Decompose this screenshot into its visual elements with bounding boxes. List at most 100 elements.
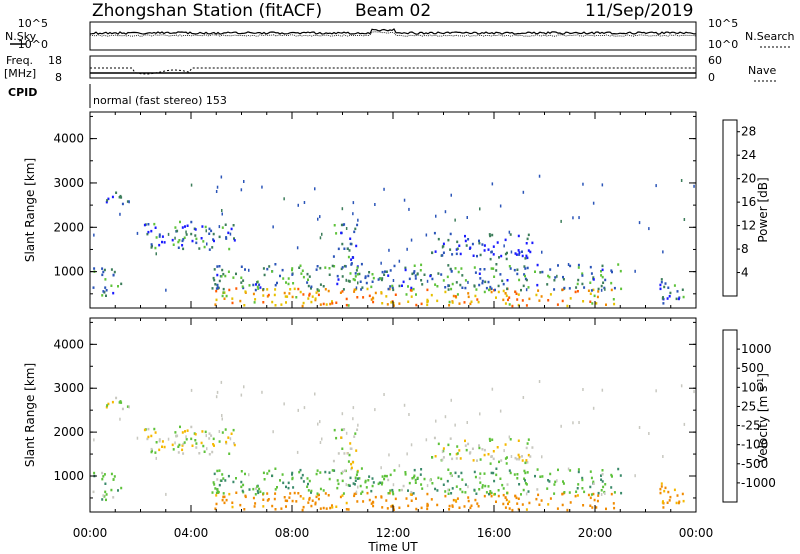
echo-cell bbox=[150, 246, 153, 249]
colorbar-tick-label: -25 bbox=[741, 419, 761, 433]
echo-cell bbox=[355, 449, 358, 452]
echo-cell bbox=[525, 254, 528, 258]
echo-cell bbox=[436, 503, 439, 507]
echo-cell bbox=[333, 224, 336, 227]
echo-cell bbox=[600, 288, 603, 292]
echo-cell bbox=[456, 247, 459, 250]
echo-cell bbox=[604, 278, 607, 282]
echo-cell bbox=[474, 498, 477, 502]
echo-cell bbox=[592, 492, 595, 496]
echo-cell bbox=[531, 446, 534, 449]
echo-cell bbox=[526, 266, 529, 270]
echo-cell bbox=[451, 301, 454, 304]
echo-cell bbox=[483, 472, 486, 475]
echo-cell bbox=[442, 242, 445, 246]
echo-cell bbox=[332, 255, 335, 258]
echo-cell bbox=[454, 499, 457, 502]
echo-cell bbox=[212, 232, 215, 236]
echo-cell bbox=[213, 444, 215, 447]
echo-cell bbox=[181, 448, 184, 452]
echo-cell bbox=[379, 481, 382, 484]
echo-cell bbox=[447, 284, 449, 288]
xtick-label: 00:00 bbox=[73, 526, 108, 540]
echo-cell bbox=[392, 508, 395, 511]
echo-cell bbox=[507, 298, 509, 302]
echo-cell bbox=[455, 281, 458, 284]
echo-cell bbox=[222, 291, 225, 294]
colorbar-frame bbox=[722, 119, 738, 297]
echo-cell bbox=[464, 286, 467, 290]
echo-cell bbox=[310, 489, 313, 493]
echo-cell bbox=[464, 439, 466, 443]
echo-cell bbox=[119, 417, 121, 421]
echo-cell bbox=[517, 439, 520, 442]
echo-cell bbox=[590, 272, 593, 275]
echo-cell bbox=[484, 280, 487, 284]
echo-cell bbox=[303, 201, 306, 204]
echo-cell bbox=[458, 302, 461, 305]
echo-cell bbox=[511, 508, 514, 512]
echo-cell bbox=[410, 443, 413, 447]
echo-cell bbox=[576, 494, 579, 497]
echo-cell bbox=[341, 207, 344, 211]
echo-cell bbox=[364, 276, 367, 280]
echo-cell bbox=[281, 268, 284, 272]
echo-cell bbox=[421, 487, 424, 490]
echo-cell bbox=[457, 475, 460, 478]
echo-cell bbox=[420, 468, 423, 471]
echo-cell bbox=[592, 406, 595, 410]
echo-cell bbox=[392, 492, 395, 496]
echo-cell bbox=[339, 291, 342, 294]
echo-cell bbox=[638, 221, 641, 225]
echo-cell bbox=[508, 469, 511, 472]
echo-cell bbox=[102, 494, 105, 497]
echo-cell bbox=[380, 495, 383, 498]
echo-cell bbox=[383, 187, 385, 191]
echo-cell bbox=[581, 487, 584, 490]
echo-cell bbox=[167, 232, 170, 236]
echo-cell bbox=[410, 238, 413, 242]
echo-cell bbox=[404, 471, 407, 474]
echo-cell bbox=[143, 223, 146, 227]
echo-cell bbox=[385, 270, 388, 273]
echo-cell bbox=[285, 485, 287, 489]
echo-cell bbox=[172, 243, 175, 246]
echo-cell bbox=[107, 197, 110, 201]
echo-cell bbox=[554, 480, 557, 484]
echo-cell bbox=[426, 502, 429, 506]
echo-cell bbox=[536, 468, 539, 471]
echo-cell bbox=[391, 488, 394, 492]
echo-cell bbox=[291, 471, 294, 475]
echo-cell bbox=[339, 495, 342, 499]
echo-cell bbox=[483, 448, 486, 452]
echo-cell bbox=[504, 457, 507, 460]
echo-cell bbox=[449, 232, 452, 236]
echo-cell bbox=[213, 239, 215, 243]
echo-cell bbox=[383, 273, 386, 276]
echo-cell bbox=[291, 473, 293, 476]
echo-cell bbox=[372, 504, 375, 508]
echo-cell bbox=[348, 249, 351, 252]
echo-cell bbox=[257, 491, 260, 495]
echo-cell bbox=[405, 497, 408, 500]
echo-cell bbox=[258, 487, 261, 491]
echo-cell bbox=[522, 284, 525, 288]
echo-cell bbox=[221, 473, 224, 476]
echo-cell bbox=[446, 479, 449, 483]
echo-cell bbox=[271, 300, 274, 304]
echo-cell bbox=[105, 493, 108, 496]
echo-cell bbox=[342, 492, 345, 495]
echo-cell bbox=[302, 301, 305, 305]
echo-cell bbox=[490, 491, 493, 495]
echo-cell bbox=[356, 223, 359, 227]
echo-cell bbox=[299, 468, 302, 472]
echo-cell bbox=[307, 489, 310, 492]
echo-cell bbox=[271, 474, 273, 478]
echo-cell bbox=[240, 188, 243, 192]
echo-cell bbox=[498, 460, 500, 464]
echo-cell bbox=[343, 247, 346, 250]
echo-cell bbox=[179, 425, 181, 429]
echo-cell bbox=[602, 281, 605, 284]
echo-cell bbox=[354, 272, 357, 275]
